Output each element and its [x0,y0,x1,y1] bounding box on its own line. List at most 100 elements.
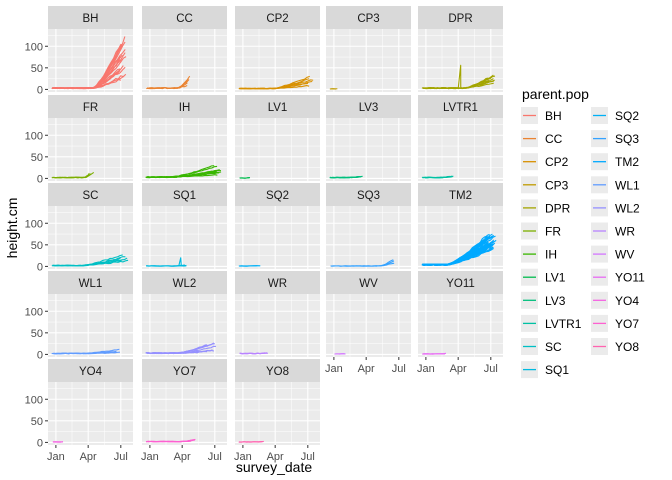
facet-strip-label: CP3 [357,13,379,25]
series-lines-dpr [421,64,496,90]
facet-strip [48,95,133,118]
legend-label: LV1 [545,271,566,285]
facet-strip-label: FR [83,102,98,114]
legend-label: SC [545,340,562,354]
series-lines-wl1 [51,348,120,355]
legend-label: WR [615,225,635,239]
x-tick-label: Jan [325,363,343,375]
facet-bh: BH 0 50 100 [25,6,133,96]
panel-background [48,294,133,357]
legend-label: CP3 [545,178,569,192]
legend-item-dpr: DPR [521,199,571,217]
panel-background [235,118,320,181]
facet-strip [418,6,503,29]
facet-strip [326,183,411,206]
y-tick-label: 0 [37,261,43,273]
facet-strip [48,359,133,382]
facet-strip [48,183,133,206]
series-line [52,174,88,179]
panel-background [48,118,133,181]
series-line [331,260,395,267]
y-tick-label: 50 [31,416,43,428]
x-tick-label: Jul [114,451,128,463]
x-tick-label: Apr [450,363,467,375]
facet-strip [418,271,503,294]
legend-item-fr: FR [521,222,561,240]
legend-label: IH [545,248,557,262]
series-lines-lv1 [239,177,251,179]
legend-label: YO11 [615,271,645,285]
facet-strip [48,6,133,29]
legend-item-wv: WV [591,245,634,263]
x-tick-label: Apr [174,451,191,463]
panel-background [326,29,411,92]
legend-label: DPR [545,201,571,215]
facet-strip-label: CP2 [266,13,288,25]
x-tick-label: Jul [392,363,406,375]
x-tick-label: Apr [267,451,284,463]
series-lines-sc [51,254,129,267]
panel-background [326,294,411,357]
y-tick-label: 0 [37,437,43,449]
x-tick-label: Jan [47,451,65,463]
series-lines-bh [51,36,127,90]
facet-wr: WR [235,271,320,357]
facet-cp3: CP3 [326,6,411,92]
legend-item-yo11: YO11 [591,268,645,286]
facet-strip-label: LV1 [268,102,288,114]
facet-strip [326,95,411,118]
series-line [239,352,268,355]
panel-background [48,206,133,269]
facet-yo8: YO8 Jan Apr Jul [234,359,320,463]
series-line [146,344,207,355]
facet-strip-label: WL2 [173,278,197,290]
facet-strip [142,95,227,118]
facet-strip [235,271,320,294]
y-tick-label: 100 [25,394,43,406]
facet-strip-label: SQ2 [266,190,289,202]
facet-strip-label: SC [83,190,99,202]
series-lines-lv3 [329,175,363,179]
panel-background [48,382,133,445]
legend-item-yo7: YO7 [591,314,639,332]
facet-strip-label: IH [179,102,191,114]
series-lines-cp2 [238,75,314,90]
panel-background [142,29,227,92]
facet-strip-label: DPR [448,13,472,25]
facet-lv1: LV1 [235,95,320,181]
facet-strip-label: CC [176,13,193,25]
series-line [145,439,192,443]
y-tick-label: 0 [37,173,43,185]
legend-item-wr: WR [591,222,635,240]
y-tick-label: 100 [25,306,43,318]
facet-sq3: SQ3 [326,183,411,269]
facet-wv: WV Jan Apr Jul [325,271,411,375]
series-lines-yo8 [238,440,264,443]
facet-strip-label: SQ3 [357,190,380,202]
series-lines-sq3 [330,259,395,267]
y-tick-label: 0 [37,84,43,96]
series-lines-wl2 [145,342,216,355]
x-tick-label: Jul [484,363,498,375]
series-lines-yo7 [145,438,196,443]
x-tick-label: Apr [80,451,97,463]
legend-item-lv3: LV3 [521,291,566,309]
panel-background [326,118,411,181]
legend-label: YO4 [615,294,639,308]
legend-item-sq2: SQ2 [591,107,639,124]
facet-wl1: WL1 0 50 100 [25,271,133,361]
panel-background [326,206,411,269]
facet-strip [142,183,227,206]
legend-item-ih: IH [521,245,557,263]
panel-background [142,118,227,181]
legend-item-cc: CC [521,130,563,148]
panel-background [142,294,227,357]
facet-dpr: DPR [418,6,503,92]
facet-strip [142,359,227,382]
legend-item-yo8: YO8 [591,338,639,355]
legend-item-sq3: SQ3 [591,130,639,148]
series-line [52,257,121,267]
facet-strip-label: YO7 [173,366,196,378]
facet-strip-label: WL1 [79,278,103,290]
x-tick-label: Jan [141,451,159,463]
